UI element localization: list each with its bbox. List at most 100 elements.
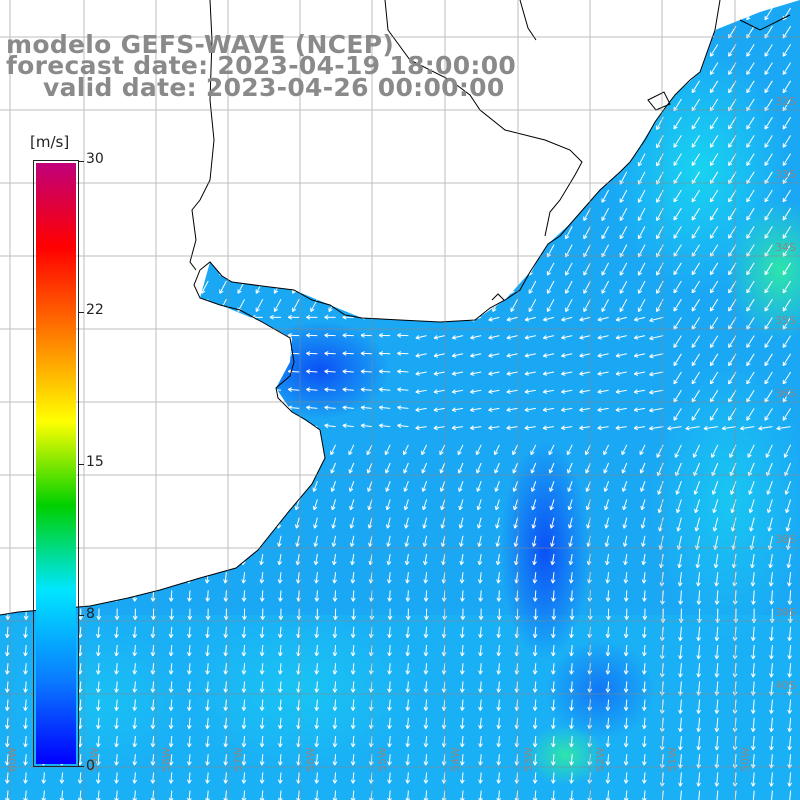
wind-arrow <box>294 517 300 529</box>
wind-arrow <box>350 772 356 784</box>
wind-arrow <box>691 116 701 130</box>
wind-arrow <box>132 572 137 584</box>
wind-arrow <box>542 371 555 376</box>
wind-arrow <box>747 444 755 458</box>
wind-arrow <box>565 226 573 240</box>
wind-arrow <box>579 389 591 394</box>
wind-arrow <box>510 298 519 312</box>
wind-arrow <box>548 462 555 474</box>
wind-arrow <box>423 681 429 693</box>
wind-arrow <box>565 135 573 149</box>
wind-arrow <box>405 754 411 766</box>
wind-arrow <box>673 353 682 367</box>
wind-arrow <box>415 407 427 413</box>
wind-arrow <box>91 135 100 149</box>
wind-arrow <box>623 717 629 730</box>
wind-arrow <box>567 481 573 492</box>
wind-arrow <box>132 663 138 675</box>
wind-arrow <box>95 553 101 566</box>
wind-arrow <box>404 517 409 529</box>
wind-arrow <box>437 226 446 240</box>
wind-arrow <box>746 262 755 276</box>
wind-arrow <box>623 663 629 675</box>
wind-arrow <box>470 335 482 340</box>
wind-arrow <box>182 171 191 185</box>
wind-arrow <box>164 371 173 382</box>
wind-arrow <box>91 353 100 363</box>
wind-arrow <box>219 116 227 130</box>
wind-arrow <box>241 590 247 602</box>
wind-arrow <box>332 754 338 766</box>
wind-arrow <box>506 425 518 431</box>
wind-arrow <box>168 772 174 784</box>
wind-arrow <box>330 462 337 474</box>
wind-arrow <box>184 426 191 437</box>
wind-arrow <box>561 335 573 340</box>
wind-arrow <box>346 135 355 149</box>
wind-arrow <box>782 371 792 385</box>
wind-arrow <box>3 499 9 511</box>
wind-arrow <box>364 244 373 258</box>
wind-arrow <box>150 553 155 566</box>
wind-arrow <box>691 207 701 221</box>
wind-arrow <box>310 262 318 276</box>
wind-arrow <box>287 387 300 392</box>
wind-arrow <box>550 699 556 711</box>
wind-arrow <box>397 369 409 374</box>
wind-arrow <box>185 517 191 529</box>
wind-arrow <box>360 369 373 374</box>
wind-arrow <box>506 335 518 340</box>
wind-arrow <box>459 772 465 784</box>
wind-arrow <box>378 405 391 411</box>
wind-arrow <box>0 335 9 345</box>
wind-arrow <box>146 262 155 276</box>
wind-arrow <box>623 572 629 584</box>
wind-arrow <box>673 7 682 21</box>
wind-arrow <box>615 425 627 431</box>
wind-arrow <box>364 171 373 185</box>
wind-arrow <box>569 608 575 620</box>
wind-arrow <box>440 499 446 511</box>
wind-arrow <box>496 717 502 730</box>
wind-arrow <box>4 663 10 675</box>
wind-arrow <box>764 62 773 75</box>
wind-arrow <box>565 207 573 221</box>
wind-arrow <box>709 116 719 130</box>
wind-arrow <box>633 316 646 322</box>
wind-arrow <box>164 244 173 258</box>
wind-arrow <box>524 407 536 413</box>
wind-arrow <box>384 444 391 456</box>
wind-arrow <box>746 189 755 203</box>
wind-arrow <box>451 353 464 358</box>
wind-arrow <box>405 626 411 639</box>
wind-arrow <box>532 663 538 675</box>
wind-arrow <box>764 189 773 203</box>
wind-arrow <box>488 407 500 413</box>
wind-arrow <box>19 389 27 400</box>
wind-arrow <box>109 353 118 363</box>
wind-arrow <box>110 371 118 382</box>
wind-arrow <box>692 444 701 458</box>
wind-arrow <box>691 335 701 348</box>
wind-arrow <box>205 663 210 675</box>
wind-arrow <box>19 80 27 94</box>
wind-arrow <box>342 387 354 392</box>
wind-arrow <box>583 62 591 76</box>
wind-arrow <box>437 116 446 130</box>
wind-arrow <box>149 517 155 529</box>
wind-arrow <box>459 681 465 693</box>
wind-arrow <box>203 499 209 511</box>
wind-arrow <box>131 535 137 547</box>
wind-arrow <box>419 298 428 312</box>
wind-arrow <box>637 226 646 240</box>
wind-arrow <box>182 335 191 345</box>
wind-arrow <box>606 608 611 620</box>
wind-arrow <box>691 408 701 421</box>
wind-arrow <box>128 189 136 203</box>
wind-arrow <box>259 772 265 784</box>
wind-arrow <box>241 717 247 730</box>
wind-arrow <box>73 116 82 130</box>
wind-arrow <box>419 153 428 167</box>
wind-arrow <box>423 644 429 657</box>
wind-arrow <box>673 207 682 221</box>
